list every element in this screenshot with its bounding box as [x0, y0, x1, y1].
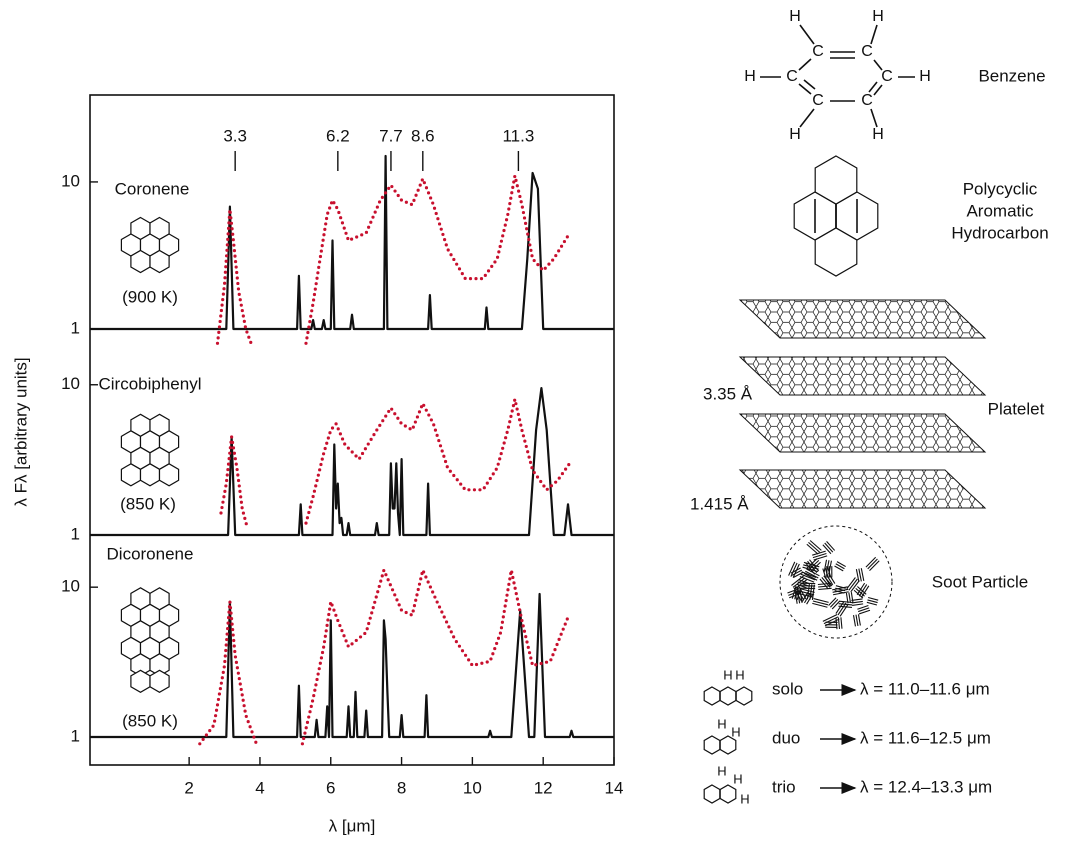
- molecule-ring: [150, 251, 169, 273]
- model-curve: [218, 176, 569, 343]
- soot-crystallite: [849, 592, 851, 602]
- soot-crystallite: [856, 615, 858, 626]
- molecule-ring: [141, 464, 160, 486]
- soot-crystallite: [858, 614, 860, 625]
- benzene-label: Benzene: [978, 66, 1045, 85]
- mode-atom: H: [717, 763, 726, 778]
- mode-atom: H: [735, 667, 744, 682]
- panel-temperature: (850 K): [122, 711, 178, 730]
- soot-label: Soot Particle: [932, 572, 1028, 591]
- soot-crystallite: [830, 599, 837, 607]
- soot-crystallite: [861, 568, 864, 581]
- mode-range: λ = 11.6–12.5 μm: [860, 728, 991, 747]
- soot-crystallite: [852, 604, 863, 606]
- molecule-ring: [131, 670, 150, 692]
- soot-crystallite: [818, 588, 831, 589]
- graphene-sheet: [740, 414, 985, 452]
- soot-crystallite: [832, 601, 839, 609]
- peak-label: 7.7: [379, 126, 403, 145]
- molecule-ring: [150, 670, 169, 692]
- atom-label: C: [812, 43, 824, 60]
- mode-atom: H: [733, 771, 742, 786]
- x-tick-label: 10: [463, 778, 482, 797]
- platelet-bond: 1.415 Å: [690, 494, 749, 513]
- molecule-ring: [121, 464, 140, 486]
- peak-label: 3.3: [223, 126, 247, 145]
- y-axis-label: λ Fλ [arbitrary units]: [11, 357, 30, 506]
- soot-crystallite: [829, 598, 836, 606]
- platelet-spacing: 3.35 Å: [703, 384, 753, 403]
- peak-label: 6.2: [326, 126, 350, 145]
- mode-ring: [704, 785, 720, 803]
- graphene-sheet: [740, 470, 985, 508]
- mode-atom: H: [740, 791, 749, 806]
- mode-atom: H: [717, 716, 726, 731]
- y-tick-label: 10: [61, 171, 80, 190]
- soot-crystallite: [839, 604, 853, 605]
- y-tick-label: 10: [61, 374, 80, 393]
- x-tick-label: 8: [397, 778, 406, 797]
- atom-label: C: [861, 92, 873, 109]
- x-tick-label: 6: [326, 778, 335, 797]
- x-axis-label: λ [μm]: [329, 816, 376, 835]
- soot-crystallite: [868, 597, 878, 600]
- mode-range: λ = 11.0–11.6 μm: [860, 679, 990, 698]
- atom-label: H: [789, 8, 801, 25]
- mode-ring: [704, 736, 720, 754]
- atom-label: C: [812, 92, 824, 109]
- soot-crystallite: [868, 600, 878, 603]
- panel-name: Circobiphenyl: [99, 374, 202, 393]
- peak-label: 8.6: [411, 126, 435, 145]
- x-tick-label: 14: [605, 778, 624, 797]
- panel-name: Dicoronene: [107, 544, 194, 563]
- mode-atom: H: [723, 667, 732, 682]
- atom-label: C: [786, 68, 798, 85]
- atom-label: C: [861, 43, 873, 60]
- mode-ring: [720, 687, 736, 705]
- y-tick-label: 1: [71, 318, 80, 337]
- mode-ring: [704, 687, 720, 705]
- pah-label: Polycyclic: [963, 179, 1038, 198]
- molecule-ring: [131, 251, 150, 273]
- x-tick-label: 4: [255, 778, 264, 797]
- soot-crystallite: [867, 602, 877, 605]
- panel-temperature: (850 K): [120, 494, 176, 513]
- pah-label: Hydrocarbon: [951, 223, 1048, 242]
- x-tick-label: 12: [534, 778, 553, 797]
- x-tick-label: 2: [184, 778, 193, 797]
- soot-crystallite: [859, 569, 862, 582]
- graphene-sheet: [740, 300, 985, 338]
- panel-name: Coronene: [115, 179, 190, 198]
- atom-label: C: [881, 68, 893, 85]
- atom-label: H: [789, 126, 801, 143]
- mode-label: duo: [772, 728, 800, 747]
- mode-label: trio: [772, 777, 796, 796]
- mode-ring: [720, 785, 736, 803]
- y-tick-label: 1: [71, 726, 80, 745]
- peak-label: 11.3: [502, 126, 534, 145]
- mode-label: solo: [772, 679, 803, 698]
- mode-range: λ = 12.4–13.3 μm: [860, 777, 992, 796]
- soot-crystallite: [854, 615, 856, 626]
- platelet-label: Platelet: [988, 399, 1045, 418]
- molecule-ring: [160, 464, 179, 486]
- pah-label: Aromatic: [966, 201, 1034, 220]
- graphene-sheet: [740, 357, 985, 395]
- panel-temperature: (900 K): [122, 287, 178, 306]
- y-tick-label: 10: [61, 577, 80, 596]
- atom-label: H: [744, 68, 756, 85]
- y-tick-label: 1: [71, 524, 80, 543]
- soot-crystallite: [841, 617, 842, 628]
- atom-label: H: [919, 68, 931, 85]
- atom-label: H: [872, 8, 884, 25]
- mode-ring: [736, 687, 752, 705]
- atom-label: H: [872, 126, 884, 143]
- mode-atom: H: [731, 724, 740, 739]
